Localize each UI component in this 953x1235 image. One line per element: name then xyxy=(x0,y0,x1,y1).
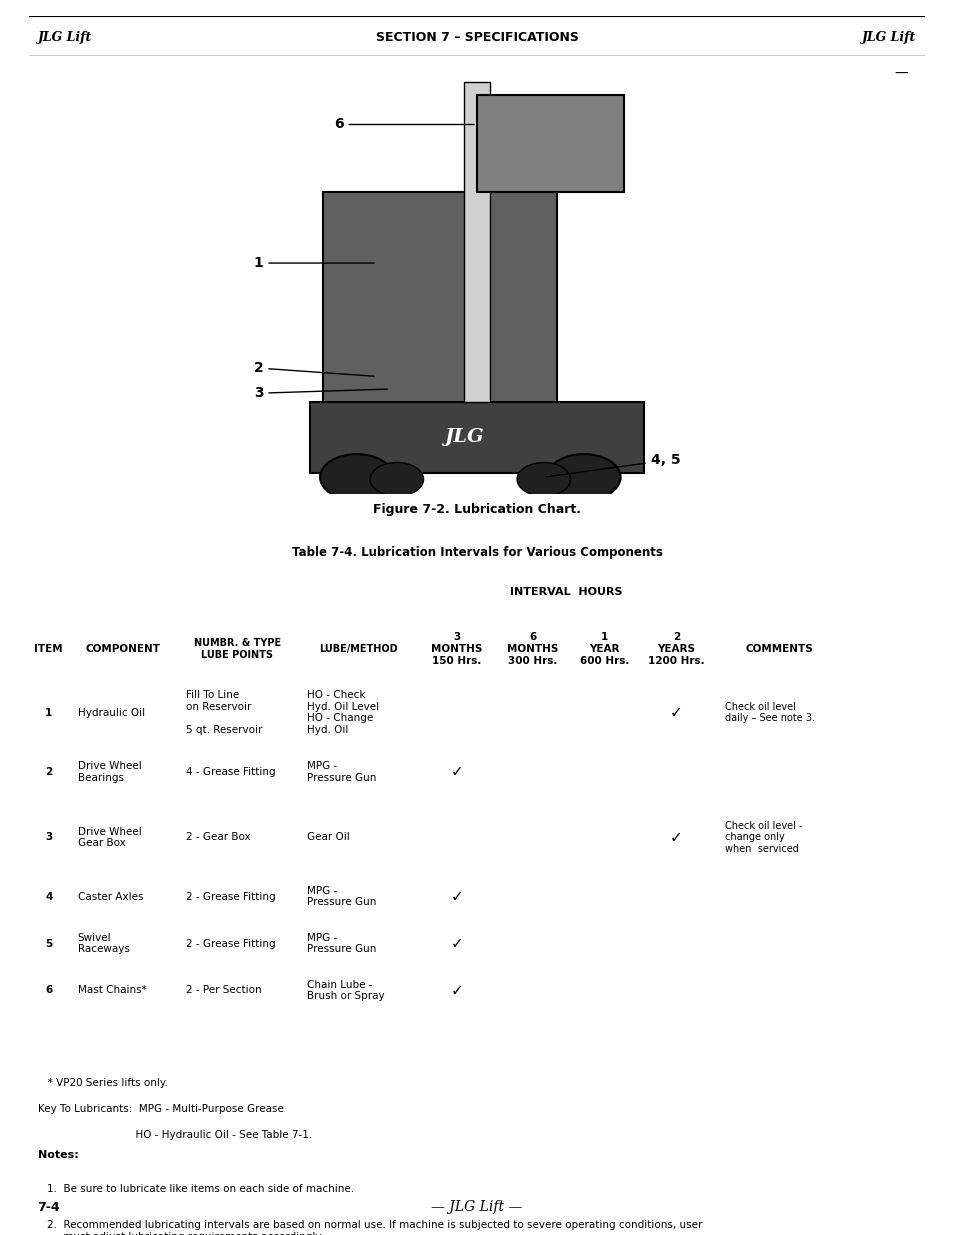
Text: Gear Oil: Gear Oil xyxy=(307,832,350,842)
Text: MPG -
Pressure Gun: MPG - Pressure Gun xyxy=(307,885,376,908)
Circle shape xyxy=(319,454,393,500)
Text: Check oil level -
change only
when  serviced: Check oil level - change only when servi… xyxy=(724,821,801,853)
Text: 2
YEARS
1200 Hrs.: 2 YEARS 1200 Hrs. xyxy=(647,632,704,666)
Polygon shape xyxy=(463,83,490,401)
Text: —: — xyxy=(894,67,907,82)
Text: JLG: JLG xyxy=(443,429,483,446)
Text: Table 7-4. Lubrication Intervals for Various Components: Table 7-4. Lubrication Intervals for Var… xyxy=(292,546,661,559)
Text: COMPONENT: COMPONENT xyxy=(85,643,160,655)
Text: Chain Lube -
Brush or Spray: Chain Lube - Brush or Spray xyxy=(307,979,385,1002)
Text: Key To Lubricants:  MPG - Multi-Purpose Grease: Key To Lubricants: MPG - Multi-Purpose G… xyxy=(37,1104,283,1114)
Circle shape xyxy=(546,454,620,500)
Text: 4 - Grease Fitting: 4 - Grease Fitting xyxy=(186,767,275,777)
Text: 2.  Recommended lubricating intervals are based on normal use. If machine is sub: 2. Recommended lubricating intervals are… xyxy=(47,1220,701,1235)
Text: ✓: ✓ xyxy=(450,983,463,998)
Text: — JLG Lift —: — JLG Lift — xyxy=(431,1200,522,1214)
Text: ✓: ✓ xyxy=(450,936,463,951)
Text: 6: 6 xyxy=(334,117,474,131)
Text: Caster Axles: Caster Axles xyxy=(77,892,143,902)
Text: Hydraulic Oil: Hydraulic Oil xyxy=(77,708,145,718)
Text: 4: 4 xyxy=(45,892,52,902)
Text: SECTION 7 – SPECIFICATIONS: SECTION 7 – SPECIFICATIONS xyxy=(375,31,578,44)
Text: Notes:: Notes: xyxy=(37,1150,78,1160)
Text: 3
MONTHS
150 Hrs.: 3 MONTHS 150 Hrs. xyxy=(431,632,482,666)
Text: 1: 1 xyxy=(45,708,52,718)
Text: MPG -
Pressure Gun: MPG - Pressure Gun xyxy=(307,761,376,783)
Text: HO - Hydraulic Oil - See Table 7-1.: HO - Hydraulic Oil - See Table 7-1. xyxy=(37,1130,312,1140)
Text: 1: 1 xyxy=(253,256,374,270)
Text: 3: 3 xyxy=(253,387,387,400)
Text: Mast Chains*: Mast Chains* xyxy=(77,986,146,995)
Circle shape xyxy=(517,462,570,496)
Text: 1.  Be sure to lubricate like items on each side of machine.: 1. Be sure to lubricate like items on ea… xyxy=(47,1184,354,1194)
Text: Drive Wheel
Bearings: Drive Wheel Bearings xyxy=(77,761,141,783)
Text: ✓: ✓ xyxy=(669,830,682,845)
Text: HO - Check
Hyd. Oil Level
HO - Change
Hyd. Oil: HO - Check Hyd. Oil Level HO - Change Hy… xyxy=(307,690,379,735)
Text: 6: 6 xyxy=(45,986,52,995)
Polygon shape xyxy=(323,191,557,401)
Text: LUBE/METHOD: LUBE/METHOD xyxy=(318,643,397,655)
Polygon shape xyxy=(310,401,643,473)
Text: MPG -
Pressure Gun: MPG - Pressure Gun xyxy=(307,932,376,955)
Text: Drive Wheel
Gear Box: Drive Wheel Gear Box xyxy=(77,826,141,848)
Text: 2 - Grease Fitting: 2 - Grease Fitting xyxy=(186,939,275,948)
Text: 3: 3 xyxy=(45,832,52,842)
Text: 2 - Gear Box: 2 - Gear Box xyxy=(186,832,251,842)
Text: Figure 7-2. Lubrication Chart.: Figure 7-2. Lubrication Chart. xyxy=(373,503,580,516)
Text: 2: 2 xyxy=(253,361,374,377)
Text: * VP20 Series lifts only.: * VP20 Series lifts only. xyxy=(37,1078,168,1088)
Text: ✓: ✓ xyxy=(450,764,463,779)
Polygon shape xyxy=(476,95,623,191)
Text: COMMENTS: COMMENTS xyxy=(745,643,813,655)
Text: 7-4: 7-4 xyxy=(37,1200,60,1214)
Text: 5: 5 xyxy=(45,939,52,948)
Text: Swivel
Raceways: Swivel Raceways xyxy=(77,932,130,955)
Text: 1
YEAR
600 Hrs.: 1 YEAR 600 Hrs. xyxy=(579,632,629,666)
Text: ITEM: ITEM xyxy=(34,643,63,655)
Text: 4, 5: 4, 5 xyxy=(546,453,679,477)
Text: 6
MONTHS
300 Hrs.: 6 MONTHS 300 Hrs. xyxy=(507,632,558,666)
Text: Fill To Line
on Reservoir

5 qt. Reservoir: Fill To Line on Reservoir 5 qt. Reservoi… xyxy=(186,690,262,735)
Text: ✓: ✓ xyxy=(669,705,682,720)
Text: 2 - Grease Fitting: 2 - Grease Fitting xyxy=(186,892,275,902)
Text: 2: 2 xyxy=(45,767,52,777)
Text: JLG Lift: JLG Lift xyxy=(37,31,91,44)
Text: 2 - Per Section: 2 - Per Section xyxy=(186,986,262,995)
Text: NUMBR. & TYPE
LUBE POINTS: NUMBR. & TYPE LUBE POINTS xyxy=(193,638,280,659)
Text: JLG Lift: JLG Lift xyxy=(862,31,916,44)
Text: ✓: ✓ xyxy=(450,889,463,904)
Circle shape xyxy=(370,462,423,496)
Text: Check oil level
daily – See note 3.: Check oil level daily – See note 3. xyxy=(724,701,814,724)
Text: INTERVAL  HOURS: INTERVAL HOURS xyxy=(510,587,622,597)
